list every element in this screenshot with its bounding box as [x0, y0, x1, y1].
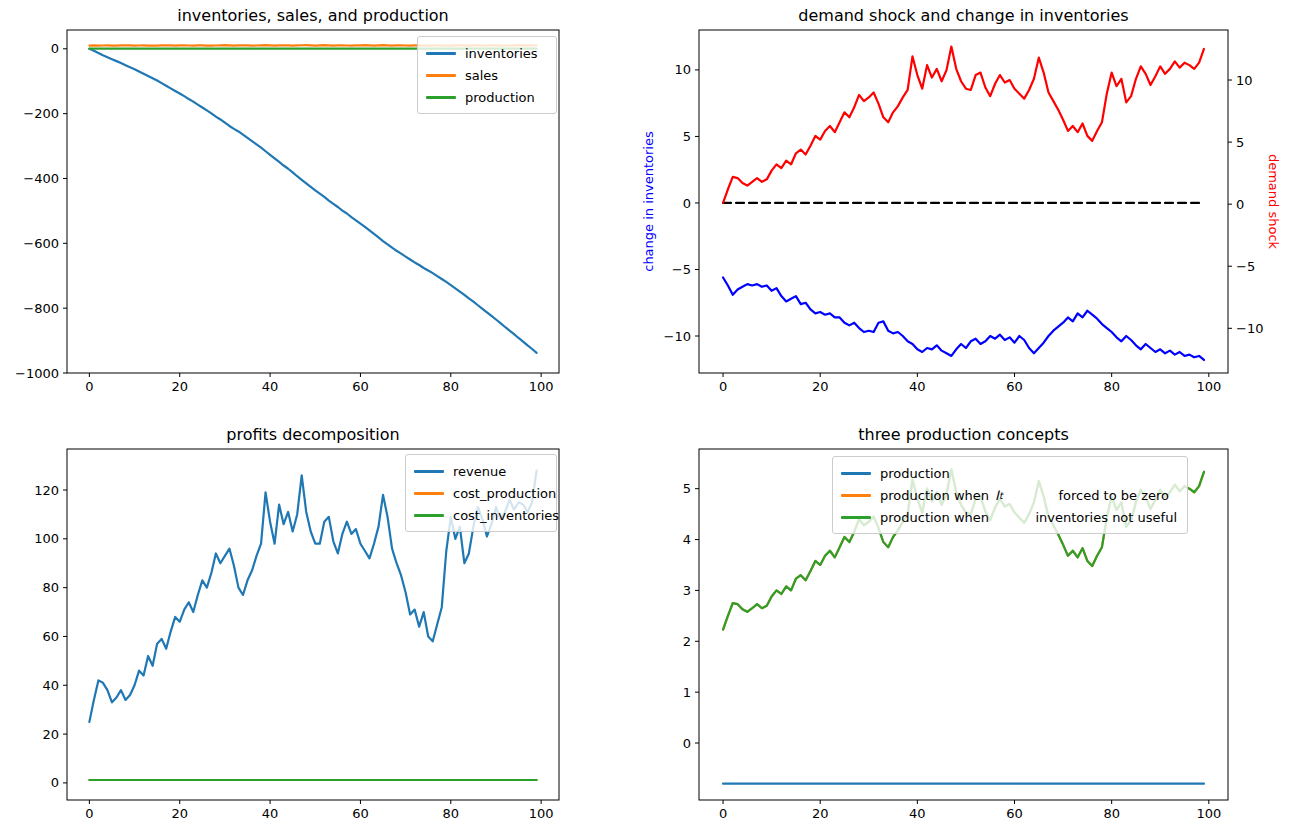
axis-tick-label: 0 — [85, 806, 93, 821]
axis-tick-label: 1 — [683, 685, 691, 700]
legend-entry-production-when-inventories-not-useful: production when inventories not useful — [841, 506, 1179, 528]
chart-title-inventories-sales-production: inventories, sales, and production — [67, 6, 559, 25]
axis-tick-label: 0 — [719, 806, 727, 821]
legend-entry-cost_inventories: cost_inventories — [414, 504, 548, 526]
axis-tick-label: 10 — [674, 62, 691, 77]
axis-tick-label: 0 — [683, 736, 691, 751]
matplotlib-figure: 0204060801000−200−400−600−800−1000020406… — [0, 0, 1297, 834]
axis-tick-label: −5 — [672, 262, 691, 277]
axis-tick-label: 100 — [1196, 379, 1221, 394]
axis-tick-label: 80 — [42, 580, 59, 595]
axis-tick-label: −600 — [23, 236, 59, 251]
legend-label: revenue — [453, 464, 506, 479]
legend-label: production — [880, 466, 950, 481]
y2-axis-label: demand shock — [1266, 154, 1281, 250]
axis-tick-label: 80 — [1103, 806, 1120, 821]
axis-tick-label: 40 — [262, 806, 279, 821]
axis-tick-label: 60 — [42, 629, 59, 644]
axis-tick-label: 60 — [352, 379, 369, 394]
axis-tick-label: 20 — [42, 727, 59, 742]
chart-title-demand-shock: demand shock and change in inventories — [699, 6, 1228, 25]
legend-swatch-revenue — [414, 470, 444, 473]
legend-swatch-production — [426, 96, 456, 99]
axis-tick-label: 40 — [909, 806, 926, 821]
legend-label-right: inventories not useful — [1035, 510, 1177, 525]
chart-title-profits-decomposition: profits decomposition — [67, 425, 559, 444]
axis-tick-label: 5 — [683, 481, 691, 496]
axis-tick-label: 20 — [812, 379, 829, 394]
legend-swatch-production — [841, 472, 871, 475]
axis-tick-label: 40 — [42, 678, 59, 693]
math-subscript: t — [999, 490, 1003, 501]
axis-tick-label: 120 — [34, 483, 59, 498]
legend-label: cost_inventories — [453, 508, 559, 523]
legend-label: production — [465, 90, 535, 105]
chart-title-three-production-concepts: three production concepts — [699, 425, 1228, 444]
legend-swatch-cost_inventories — [414, 514, 444, 517]
series-line-change-in-inventories — [723, 277, 1204, 359]
axis-tick-label: 5 — [683, 129, 691, 144]
axis-tick-label: 0 — [719, 379, 727, 394]
axis-tick-label: 2 — [683, 634, 691, 649]
legend-entry-inventories: inventories — [426, 42, 548, 64]
axis-tick-label: −5 — [1236, 259, 1255, 274]
axis-tick-label: 100 — [529, 379, 554, 394]
axis-tick-label: 80 — [443, 379, 460, 394]
axis-tick-label: 80 — [1103, 379, 1120, 394]
axis-tick-label: 100 — [529, 806, 554, 821]
legend-label: cost_production — [453, 486, 556, 501]
axis-tick-label: 100 — [1196, 806, 1221, 821]
axis-tick-label: 20 — [171, 806, 188, 821]
legend-entry-sales: sales — [426, 64, 548, 86]
legend-label: sales — [465, 68, 498, 83]
y-axis-label: change in inventories — [641, 131, 656, 272]
legend-swatch-production-when-It-forced-to-be-zero — [841, 494, 871, 497]
axis-tick-label: 4 — [683, 532, 691, 547]
axis-tick-label: 60 — [352, 806, 369, 821]
axis-tick-label: −800 — [23, 301, 59, 316]
axis-tick-label: 60 — [1006, 379, 1023, 394]
legend-label: production when — [880, 510, 989, 525]
axis-tick-label: 100 — [34, 531, 59, 546]
axis-tick-label: −400 — [23, 171, 59, 186]
legend-label-right: forced to be zero — [1058, 488, 1169, 503]
series-line-demand-shock — [723, 47, 1204, 203]
axis-tick-label: 80 — [443, 806, 460, 821]
legend-swatch-sales — [426, 74, 456, 77]
axis-tick-label: 5 — [1236, 135, 1244, 150]
axis-tick-label: −200 — [23, 106, 59, 121]
axis-tick-label: 20 — [812, 806, 829, 821]
axis-tick-label: 0 — [1236, 197, 1244, 212]
axis-tick-label: 0 — [51, 41, 59, 56]
legend-entry-production: production — [426, 86, 548, 108]
legend: productionproduction whenItforced to be … — [832, 456, 1188, 534]
axis-tick-label: 0 — [683, 196, 691, 211]
legend-entry-production: production — [841, 462, 1179, 484]
legend: inventories sales production — [417, 36, 557, 114]
legend: revenuecost_productioncost_inventories — [405, 454, 557, 532]
axis-tick-label: −10 — [664, 329, 691, 344]
axis-tick-label: 3 — [683, 583, 691, 598]
legend-swatch-production-when-inventories-not-useful — [841, 516, 871, 519]
axis-tick-label: 40 — [909, 379, 926, 394]
axis-tick-label: −1000 — [15, 366, 59, 381]
plot-canvas: 0204060801000−200−400−600−800−1000020406… — [0, 0, 1297, 834]
axis-tick-label: 0 — [85, 379, 93, 394]
axis-tick-label: 10 — [1236, 73, 1253, 88]
axis-tick-label: 60 — [1006, 806, 1023, 821]
axis-tick-label: −10 — [1236, 321, 1263, 336]
legend-entry-revenue: revenue — [414, 460, 548, 482]
legend-entry-production-when-It-forced-to-be-zero: production whenItforced to be zero — [841, 484, 1179, 506]
legend-swatch-inventories — [426, 52, 456, 55]
axis-tick-label: 20 — [171, 379, 188, 394]
legend-label: inventories — [465, 46, 538, 61]
legend-entry-cost_production: cost_production — [414, 482, 548, 504]
axis-tick-label: 0 — [51, 775, 59, 790]
axis-tick-label: 40 — [262, 379, 279, 394]
legend-label: production when — [880, 488, 989, 503]
legend-swatch-cost_production — [414, 492, 444, 495]
